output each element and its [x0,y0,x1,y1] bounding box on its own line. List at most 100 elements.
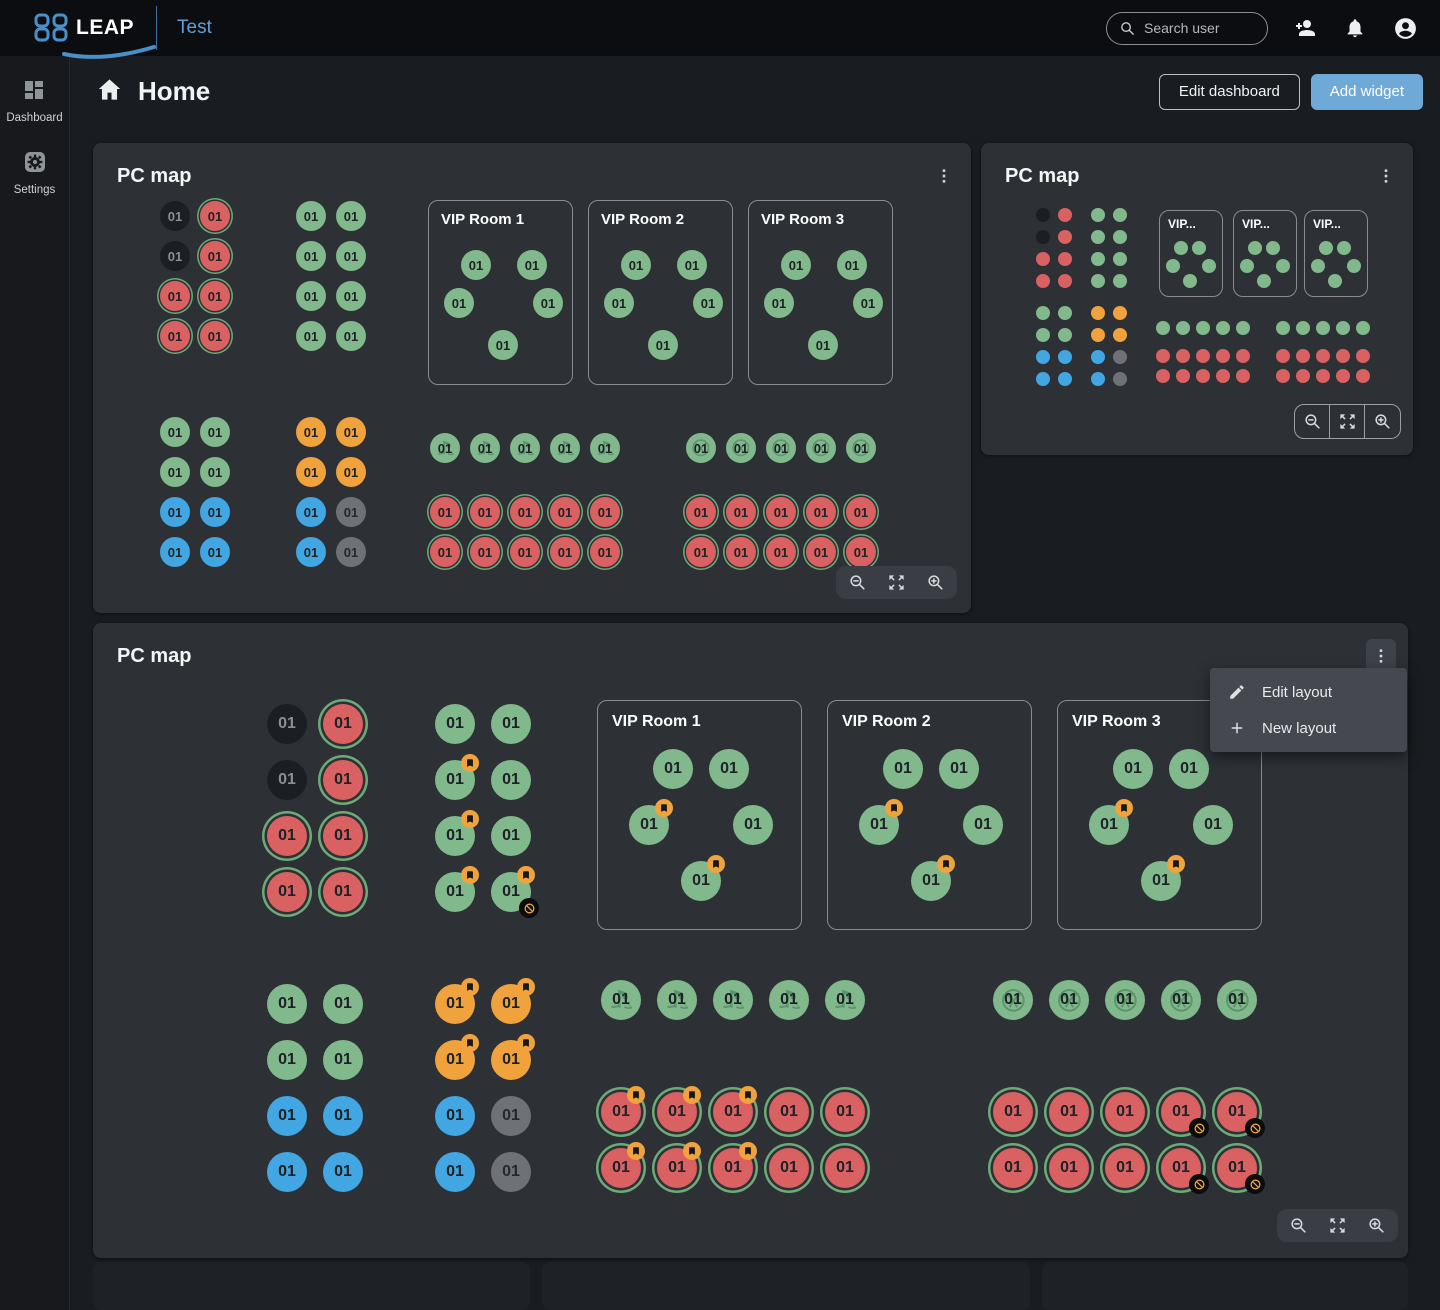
seat-blue[interactable]: 01 [296,537,326,567]
seat-red[interactable] [1058,274,1072,288]
seat-green[interactable]: 01 [550,433,580,463]
vip-room[interactable]: VIP Room 3 01 01 01 01 01 [1057,700,1262,930]
seat-orange[interactable] [1113,328,1127,342]
seat-green[interactable]: 01 [648,330,678,360]
seat-red[interactable]: 01 [766,537,796,567]
seat-red[interactable] [1296,369,1310,383]
seat-red[interactable]: 01 [430,497,460,527]
seat-black[interactable]: 01 [267,760,307,800]
seat-green[interactable]: 01 [1105,980,1145,1020]
seat-green[interactable]: 01 [491,866,539,918]
seat-red[interactable] [1176,349,1190,363]
zoom-in-icon[interactable] [1367,1216,1386,1235]
seat-green[interactable]: 01 [1161,980,1201,1020]
seat-green[interactable] [1091,274,1105,288]
notifications-bell-icon[interactable] [1342,15,1368,41]
seat-red[interactable]: 01 [430,537,460,567]
seat-blue[interactable] [1036,350,1050,364]
seat-red[interactable] [1296,349,1310,363]
seat-green[interactable] [1036,328,1050,342]
seat-orange[interactable]: 01 [336,417,366,447]
seat-green[interactable]: 01 [1169,749,1209,789]
seat-green[interactable]: 01 [883,749,923,789]
seat-red[interactable]: 01 [1217,1148,1265,1194]
seat-red[interactable]: 01 [323,760,363,800]
seat-green[interactable]: 01 [1141,855,1185,901]
seat-green[interactable]: 01 [470,433,500,463]
seat-orange[interactable]: 01 [435,1034,479,1080]
seat-red[interactable]: 01 [1161,1092,1209,1138]
seat-blue[interactable]: 01 [323,1152,363,1192]
seat-black[interactable] [1036,208,1050,222]
vip-room[interactable]: VIP... [1233,210,1297,297]
seat-red[interactable] [1356,369,1370,383]
seat-green[interactable]: 01 [1113,749,1153,789]
seat-green[interactable]: 01 [681,855,725,901]
seat-red[interactable] [1316,349,1330,363]
seat-green[interactable]: 01 [677,250,707,280]
seat-red[interactable]: 01 [686,537,716,567]
seat-blue[interactable] [1036,372,1050,386]
seat-red[interactable]: 01 [1049,1092,1089,1132]
seat-blue[interactable] [1091,350,1105,364]
seat-green[interactable] [1113,252,1127,266]
seat-red[interactable] [1156,369,1170,383]
seat-blue[interactable]: 01 [200,537,230,567]
seat-green[interactable]: 01 [709,749,749,789]
seat-green[interactable] [1058,306,1072,320]
seat-green[interactable]: 01 [837,250,867,280]
seat-green[interactable] [1356,321,1370,335]
seat-red[interactable] [1156,349,1170,363]
seat-green[interactable]: 01 [491,816,531,856]
seat-green[interactable] [1319,241,1333,255]
seat-red[interactable]: 01 [160,321,190,351]
seat-blue[interactable]: 01 [160,537,190,567]
seat-red[interactable]: 01 [1105,1148,1145,1188]
seat-green[interactable]: 01 [808,330,838,360]
seat-green[interactable]: 01 [911,855,955,901]
seat-red[interactable] [1236,349,1250,363]
seat-green[interactable]: 01 [296,281,326,311]
seat-orange[interactable]: 01 [296,457,326,487]
seat-green[interactable]: 01 [806,433,836,463]
seat-orange[interactable]: 01 [435,978,479,1024]
vip-room[interactable]: VIP... [1159,210,1223,297]
seat-green[interactable] [1091,230,1105,244]
seat-green[interactable]: 01 [853,288,883,318]
seat-red[interactable]: 01 [993,1092,1033,1132]
seat-red[interactable]: 01 [806,537,836,567]
seat-gray[interactable]: 01 [491,1152,531,1192]
seat-red[interactable]: 01 [200,241,230,271]
seat-green[interactable] [1091,208,1105,222]
search-user-input[interactable] [1144,20,1254,36]
edit-dashboard-button[interactable]: Edit dashboard [1158,73,1300,110]
seat-red[interactable]: 01 [1105,1092,1145,1132]
seat-red[interactable] [1036,252,1050,266]
seat-green[interactable] [1166,259,1180,273]
seat-orange[interactable]: 01 [296,417,326,447]
seat-red[interactable]: 01 [601,1142,645,1188]
seat-gray[interactable] [1113,372,1127,386]
seat-green[interactable] [1328,274,1342,288]
seat-blue[interactable]: 01 [435,1152,475,1192]
sidebar-item-settings[interactable]: Settings [14,150,55,196]
seat-green[interactable] [1196,321,1210,335]
seat-green[interactable] [1091,252,1105,266]
seat-green[interactable]: 01 [846,433,876,463]
seat-red[interactable]: 01 [200,281,230,311]
seat-blue[interactable]: 01 [296,497,326,527]
seat-red[interactable] [1176,369,1190,383]
seat-gray[interactable]: 01 [336,537,366,567]
seat-green[interactable]: 01 [781,250,811,280]
seat-green[interactable] [1176,321,1190,335]
seat-blue[interactable]: 01 [267,1096,307,1136]
seat-red[interactable] [1336,349,1350,363]
seat-red[interactable] [1058,252,1072,266]
account-icon[interactable] [1392,15,1418,41]
seat-green[interactable]: 01 [621,250,651,280]
seat-green[interactable]: 01 [435,810,479,856]
seat-green[interactable]: 01 [1049,980,1089,1020]
seat-green[interactable] [1276,259,1290,273]
seat-red[interactable]: 01 [267,872,307,912]
seat-green[interactable]: 01 [488,330,518,360]
